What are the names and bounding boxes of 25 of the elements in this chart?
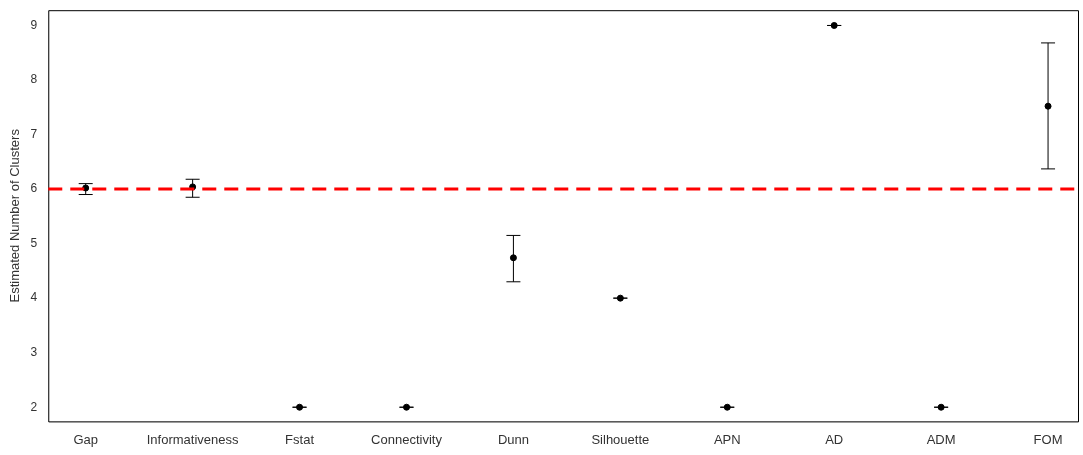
x-tick-label: Fstat xyxy=(285,431,315,447)
y-axis-title: Estimated Number of Clusters xyxy=(7,128,23,303)
x-tick-label: AD xyxy=(825,431,844,447)
x-tick-label: Connectivity xyxy=(371,431,443,447)
point xyxy=(402,403,410,411)
y-tick-label: 2 xyxy=(30,399,38,414)
y-tick-label: 3 xyxy=(30,345,38,359)
x-tick-label: APN xyxy=(713,431,741,447)
x-tick-label: Dunn xyxy=(497,431,529,447)
y-tick-label: 8 xyxy=(30,72,38,87)
y-tick-label: 7 xyxy=(30,126,38,141)
y-tick-label: 9 xyxy=(30,17,38,32)
y-tick-label: 5 xyxy=(30,235,38,250)
x-tick-label: Gap xyxy=(73,431,98,447)
x-tick-label: Informativeness xyxy=(146,431,240,447)
point xyxy=(830,21,838,29)
point xyxy=(723,403,731,411)
point xyxy=(296,403,304,411)
point xyxy=(937,403,945,411)
point xyxy=(509,254,517,262)
y-tick-label: 4 xyxy=(30,290,38,305)
x-tick-label: FOM xyxy=(1033,431,1063,447)
y-tick-label: 6 xyxy=(30,181,38,196)
x-tick-label: Silhouette xyxy=(591,431,650,447)
x-tick-label: ADM xyxy=(926,431,956,447)
